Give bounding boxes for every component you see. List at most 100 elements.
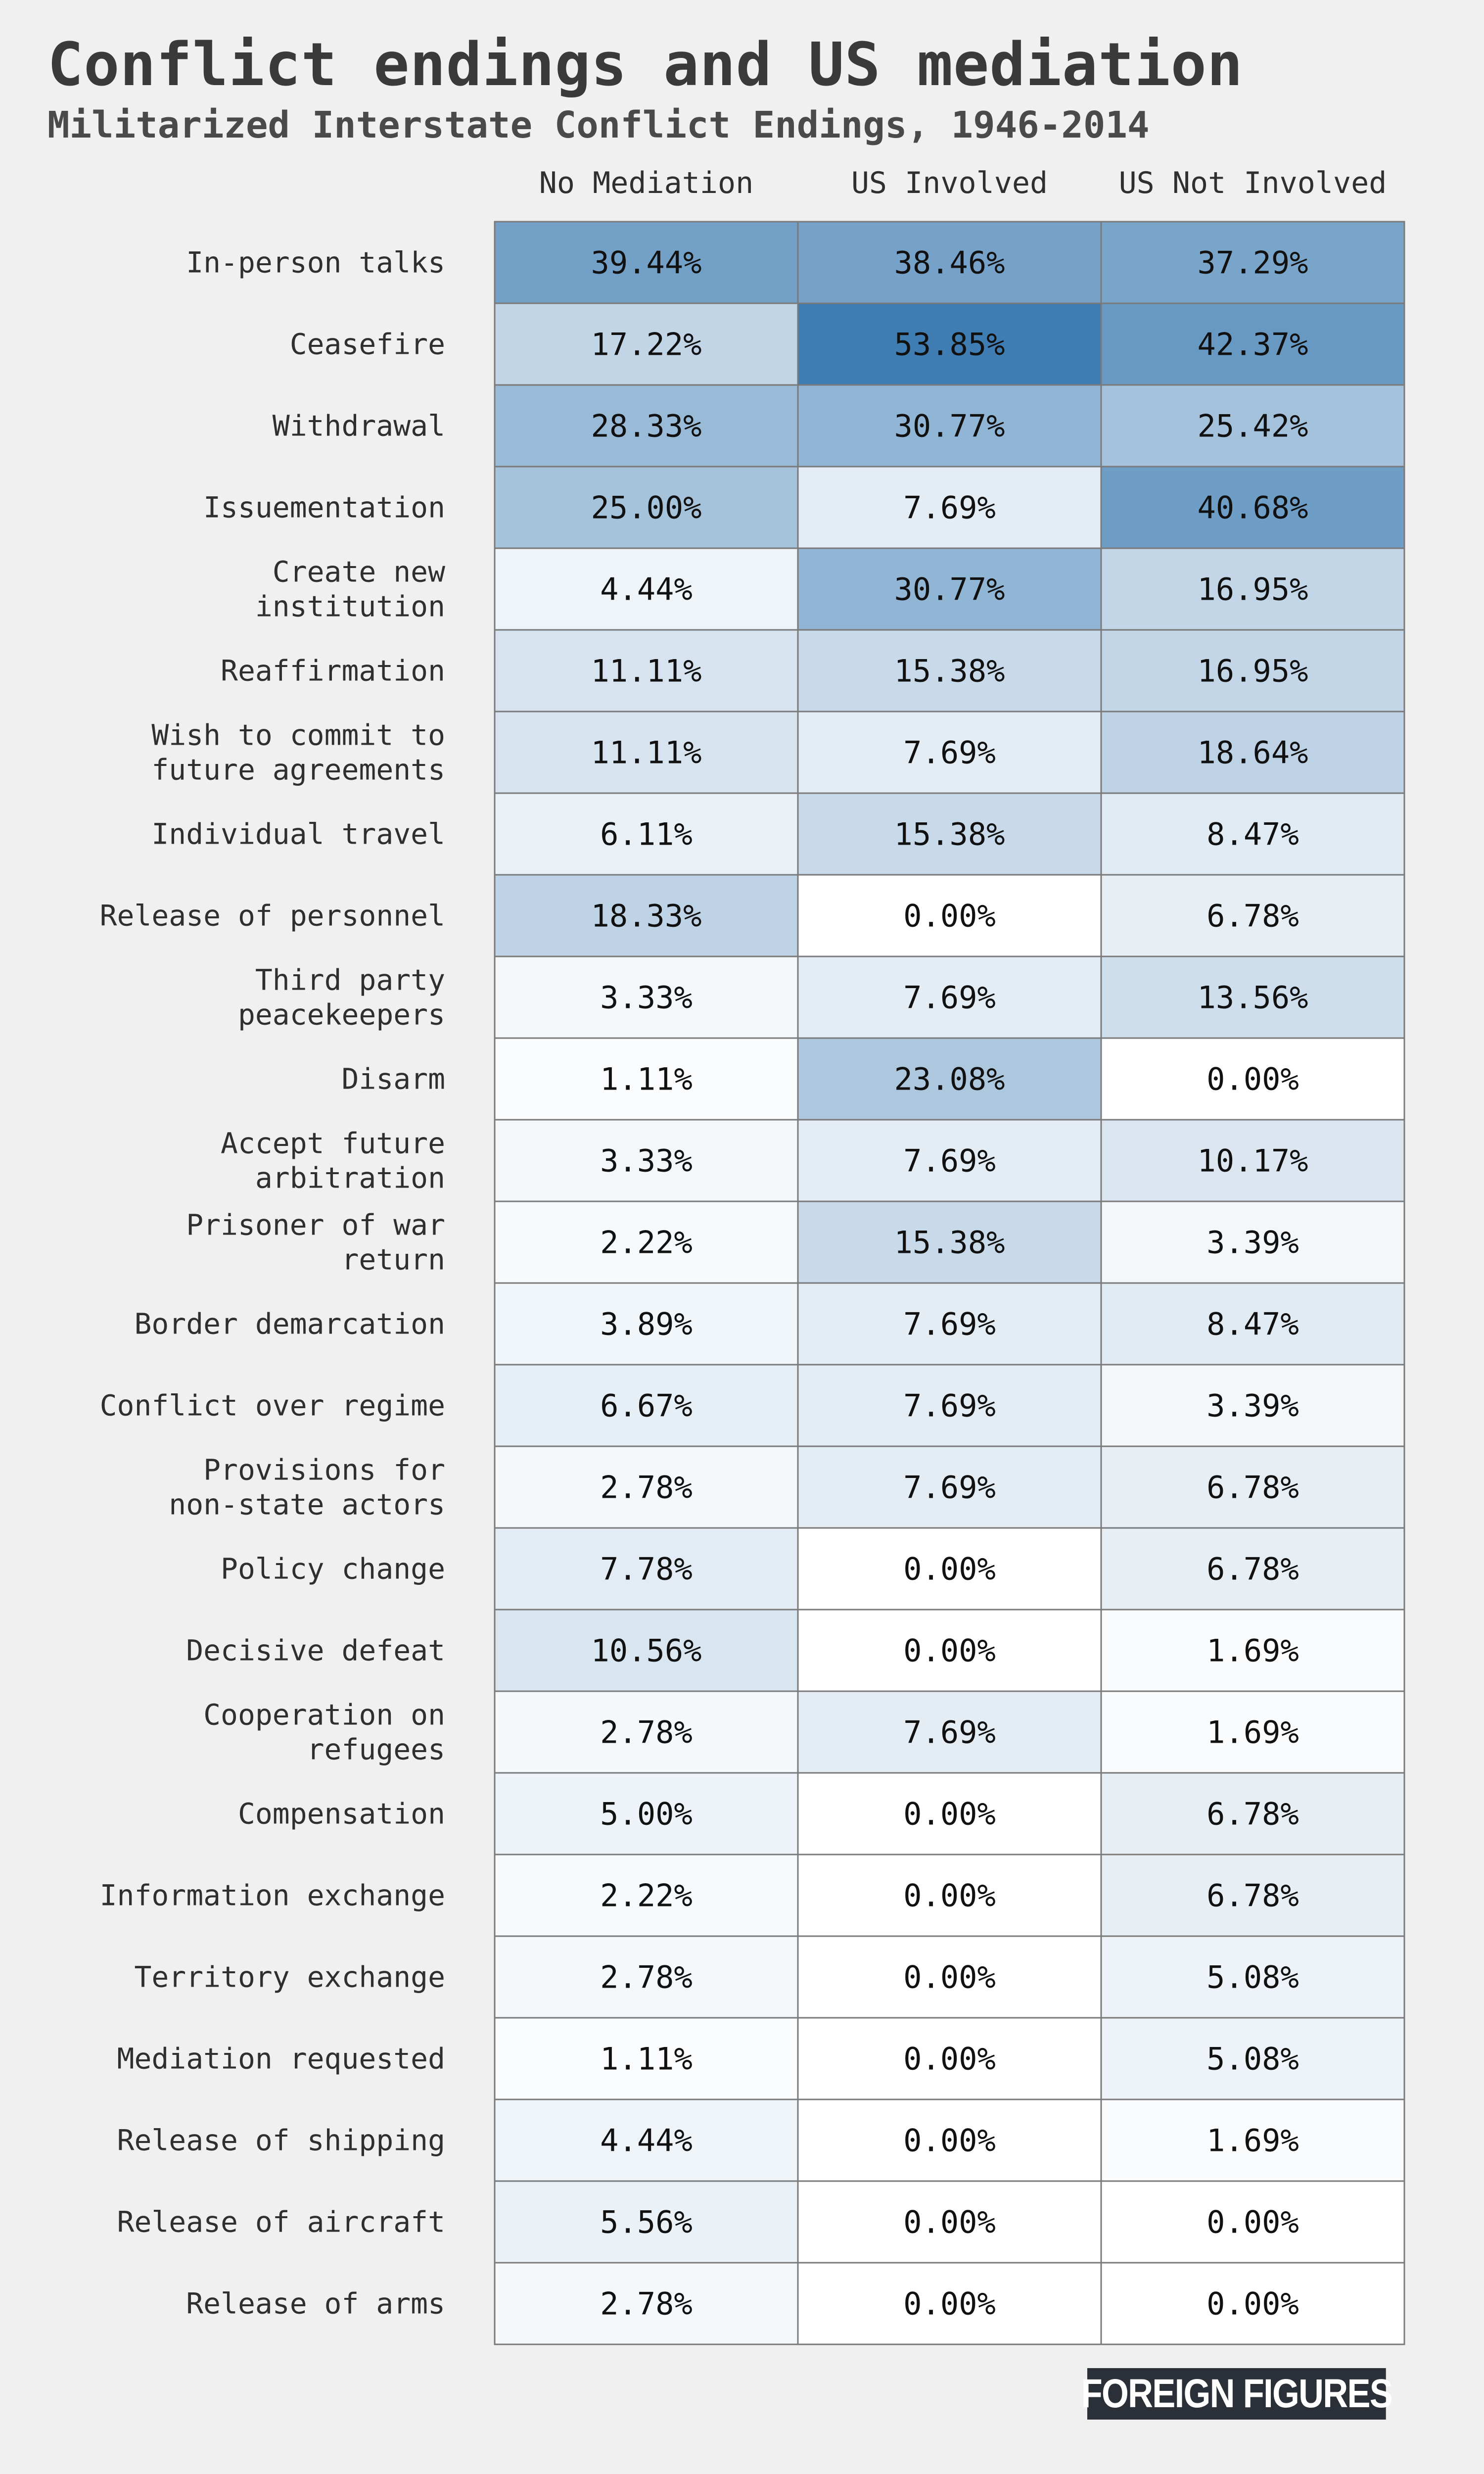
cell-value-label: 7.69% [903, 1714, 996, 1751]
cell-value-label: 15.38% [894, 653, 1005, 689]
cell-value-label: 0.00% [903, 1959, 996, 1996]
row-label-decisive-defeat: Decisive defeat [186, 1634, 445, 1667]
cell-value-label: 5.00% [600, 1796, 693, 1832]
cell-value-label: 40.68% [1198, 490, 1308, 526]
heatmap-cell [494, 1119, 799, 1202]
cell-value-label: 38.46% [894, 245, 1005, 281]
heatmap-cell [1100, 302, 1405, 386]
heatmap-cell [1100, 1364, 1405, 1447]
row-label-accept-future-arbitration: Accept future arbitration [221, 1127, 445, 1195]
row-label-release-of-aircraft: Release of aircraft [117, 2205, 445, 2239]
row-label-mediation-requested: Mediation requested [117, 2042, 445, 2076]
heatmap-cell [797, 547, 1102, 631]
cell-value-label: 3.33% [600, 980, 693, 1016]
heatmap-cell [1100, 221, 1405, 304]
cell-value-label: 0.00% [903, 2204, 996, 2240]
cell-value-label: 1.69% [1206, 2123, 1299, 2159]
cell-value-label: 1.11% [600, 1061, 693, 1097]
cell-value-label: 18.64% [1198, 735, 1308, 771]
row-label-cooperation-on-refugees: Cooperation on refugees [203, 1698, 445, 1766]
heatmap-cell [797, 1200, 1102, 1284]
cell-value-label: 0.00% [903, 1796, 996, 1832]
heatmap-cell [1100, 2098, 1405, 2182]
cell-value-label: 5.08% [1206, 2041, 1299, 2077]
heatmap-cell [1100, 1119, 1405, 1202]
cell-value-label: 39.44% [591, 245, 702, 281]
heatmap-cell [494, 1854, 799, 1937]
heatmap-cell [1100, 1282, 1405, 1366]
heatmap-cell [1100, 1200, 1405, 1284]
cell-value-label: 2.22% [600, 1878, 693, 1914]
heatmap-cell [797, 1854, 1102, 1937]
heatmap-cell [494, 874, 799, 957]
cell-value-label: 0.00% [1206, 2286, 1299, 2322]
heatmap-cell [1100, 1445, 1405, 1529]
chart-subtitle: Militarized Interstate Conflict Endings,… [47, 104, 1150, 146]
heatmap-cell [494, 2098, 799, 2182]
cell-value-label: 23.08% [894, 1061, 1005, 1097]
heatmap-cell [1100, 2180, 1405, 2264]
heatmap-cell [797, 2017, 1102, 2100]
heatmap-cell [797, 2262, 1102, 2345]
heatmap-cell [1100, 1935, 1405, 2019]
cell-value-label: 2.78% [600, 1714, 693, 1751]
heatmap-cell [494, 1527, 799, 1611]
row-label-third-party-peacekeepers: Third party peacekeepers [238, 963, 445, 1032]
row-label-provisions-for-non-state-actors: Provisions for non-state actors [169, 1453, 445, 1522]
cell-value-label: 3.89% [600, 1306, 693, 1342]
heatmap-cell [797, 2098, 1102, 2182]
heatmap-cell [1100, 1037, 1405, 1121]
cell-value-label: 25.42% [1198, 408, 1308, 444]
row-label-in-person-talks: In-person talks [186, 246, 445, 280]
cell-value-label: 13.56% [1198, 980, 1308, 1016]
cell-value-label: 28.33% [591, 408, 702, 444]
heatmap-cell [797, 874, 1102, 957]
cell-value-label: 42.37% [1198, 327, 1308, 363]
row-label-issuementation: Issuementation [203, 491, 445, 524]
heatmap-cell [797, 1282, 1102, 1366]
cell-value-label: 5.08% [1206, 1959, 1299, 1996]
cell-value-label: 0.00% [1206, 2204, 1299, 2240]
row-label-withdrawal: Withdrawal [273, 409, 445, 443]
heatmap-cell [1100, 1854, 1405, 1937]
cell-value-label: 7.69% [903, 735, 996, 771]
heatmap-cell [494, 466, 799, 549]
cell-value-label: 8.47% [1206, 816, 1299, 853]
column-label-no-mediation: No Mediation [539, 166, 753, 200]
cell-value-label: 2.78% [600, 1470, 693, 1506]
cell-value-label: 0.00% [903, 1633, 996, 1669]
heatmap-cell [1100, 1527, 1405, 1611]
column-label-us-not-involved: US Not Involved [1119, 166, 1387, 200]
row-label-release-of-arms: Release of arms [186, 2287, 445, 2321]
cell-value-label: 11.11% [591, 653, 702, 689]
cell-value-label: 7.78% [600, 1551, 693, 1587]
cell-value-label: 3.39% [1206, 1225, 1299, 1261]
row-label-ceasefire: Ceasefire [290, 328, 445, 361]
cell-value-label: 2.78% [600, 1959, 693, 1996]
cell-value-label: 0.00% [1206, 1061, 1299, 1097]
row-label-release-of-personnel: Release of personnel [100, 899, 445, 933]
cell-value-label: 0.00% [903, 1551, 996, 1587]
heatmap-cell [1100, 1772, 1405, 1856]
row-label-reaffirmation: Reaffirmation [221, 654, 445, 688]
heatmap-cell [494, 1200, 799, 1284]
cell-value-label: 0.00% [903, 898, 996, 934]
cell-value-label: 7.69% [903, 980, 996, 1016]
heatmap-cell [797, 1037, 1102, 1121]
heatmap-cell [494, 302, 799, 386]
row-label-territory-exchange: Territory exchange [134, 1960, 445, 1994]
heatmap-cell [797, 629, 1102, 713]
cell-value-label: 8.47% [1206, 1306, 1299, 1342]
heatmap-cell [797, 1527, 1102, 1611]
column-label-us-involved: US Involved [851, 166, 1048, 200]
cell-value-label: 53.85% [894, 327, 1005, 363]
heatmap-cell [797, 1609, 1102, 1692]
row-label-prisoner-of-war-return: Prisoner of war return [186, 1208, 445, 1277]
row-label-individual-travel: Individual travel [151, 817, 445, 851]
heatmap-cell [1100, 547, 1405, 631]
cell-value-label: 1.69% [1206, 1714, 1299, 1751]
row-label-conflict-over-regime: Conflict over regime [100, 1389, 445, 1423]
heatmap-cell [494, 1364, 799, 1447]
cell-value-label: 0.00% [903, 2041, 996, 2077]
cell-value-label: 7.69% [903, 490, 996, 526]
